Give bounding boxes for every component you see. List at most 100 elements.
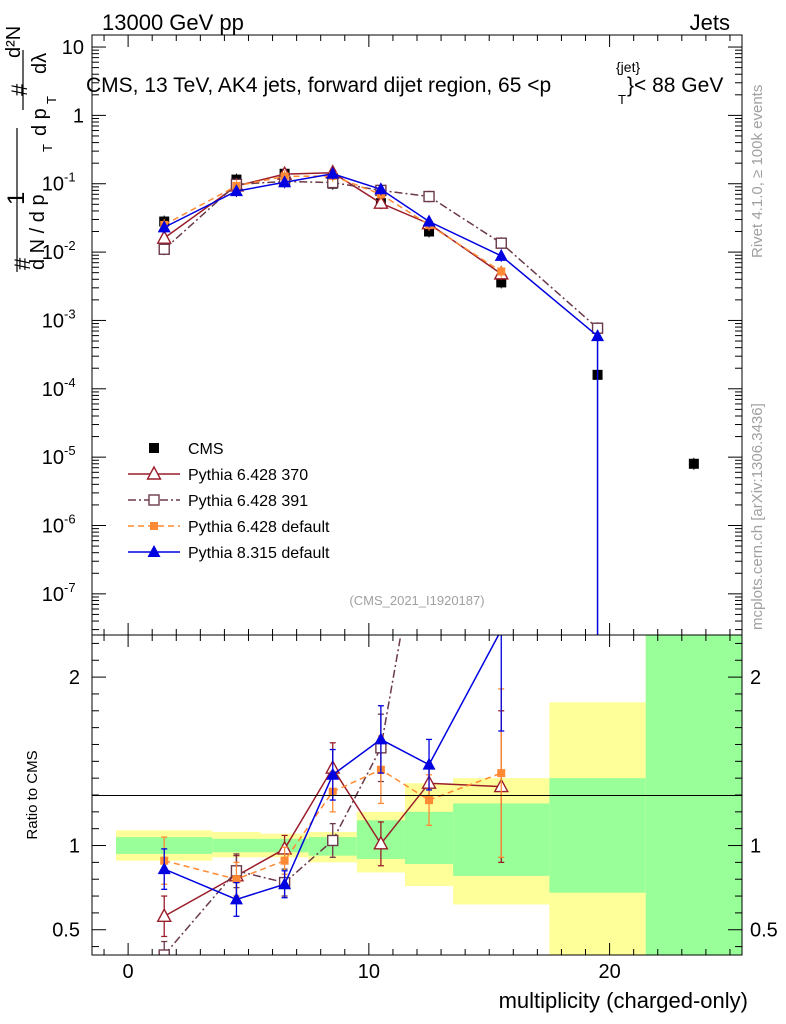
y-tick-exponent: -1 xyxy=(64,170,76,185)
series-4-point xyxy=(494,248,508,261)
ratio-series-3-point xyxy=(278,877,292,890)
y-tick-exponent: -7 xyxy=(64,580,76,595)
ratio-y-tick-label-right: 0.5 xyxy=(750,920,778,942)
jets-label: Jets xyxy=(690,10,730,35)
ratio-y-tick-label-right: 2 xyxy=(750,667,761,689)
x-tick-label: 10 xyxy=(358,961,380,983)
ratio-series-0-point xyxy=(373,835,389,850)
y-tick-label: 10 xyxy=(42,447,64,469)
legend: CMS Pythia 6.428 370 Pythia 6.428 391 Pythi… xyxy=(128,441,330,562)
legend-label-0: CMS xyxy=(188,441,224,458)
ratio-series-3-point xyxy=(422,757,436,770)
ylabel-dN: d N / d p xyxy=(27,194,49,270)
y-tick-label: 1 xyxy=(73,105,84,127)
ratio-series-3-point xyxy=(495,623,508,635)
legend-label-4: Pythia 8.315 default xyxy=(188,545,330,562)
ratio-series-3-line xyxy=(163,635,500,901)
legend-label-3: Pythia 6.428 default xyxy=(188,519,330,536)
series-1-point xyxy=(156,229,172,244)
series-3-line xyxy=(163,175,502,273)
series-4-point xyxy=(326,166,340,179)
series-4-point xyxy=(422,214,436,227)
x-tick-label: 20 xyxy=(598,961,620,983)
ylabel-denominator: d p xyxy=(29,108,51,136)
mcplots-label: mcplots.cern.ch [arXiv:1306.3436] xyxy=(749,403,766,630)
ratio-y-tick-label: 0.5 xyxy=(52,920,80,942)
ratio-series-1-point xyxy=(158,949,170,955)
y-tick-label: 10 xyxy=(42,584,64,606)
legend-marker-2 xyxy=(148,494,160,506)
y-tick-label: 10 xyxy=(42,174,64,196)
y-tick-label: 10 xyxy=(62,37,84,59)
ratio-series-2-point xyxy=(425,796,434,805)
rivet-label: Rivet 4.1.0, ≥ 100k events xyxy=(749,85,766,258)
ratio-series-3-point xyxy=(157,862,171,875)
main-ylabel: # 1 d N / d p T # d²N d p T dλ xyxy=(3,26,59,272)
ylabel-T-2: T xyxy=(44,96,59,104)
series-2-point xyxy=(423,190,435,203)
series-3-point xyxy=(497,267,506,276)
y-tick-exponent: -3 xyxy=(64,306,76,321)
y-tick-label: 10 xyxy=(42,310,64,332)
plot-title-main: CMS, 13 TeV, AK4 jets, forward dijet reg… xyxy=(86,74,551,97)
y-tick-exponent: -4 xyxy=(64,375,76,390)
band-inner-1 xyxy=(212,838,261,853)
plot-title-superscript: {jet} xyxy=(616,59,640,75)
ylabel-T: T xyxy=(40,144,55,152)
ylabel-hash-2: # xyxy=(7,83,32,96)
y-tick-exponent: -5 xyxy=(64,443,76,458)
series-0-point xyxy=(688,458,699,469)
ratio-series-1-point xyxy=(424,470,434,480)
ratio-y-tick-label-right: 1 xyxy=(750,836,761,858)
plot-title: CMS, 13 TeV, AK4 jets, forward dijet reg… xyxy=(86,74,551,97)
series-4-point xyxy=(278,175,292,188)
series-0-point xyxy=(424,226,435,237)
legend-label-2: Pythia 6.428 391 xyxy=(188,493,308,510)
ratio-series-1-point xyxy=(496,369,506,379)
y-tick-exponent: -6 xyxy=(64,511,76,526)
y-tick-label: 10 xyxy=(42,242,64,264)
ylabel-hash: # xyxy=(10,257,35,270)
ratio-y-tick-label: 2 xyxy=(69,667,80,689)
series-0-point xyxy=(496,277,507,288)
ratio-ylabel: Ratio to CMS xyxy=(24,750,41,839)
y-tick-label: 10 xyxy=(42,515,64,537)
y-tick-label: 10 xyxy=(42,379,64,401)
series-4-line xyxy=(163,172,599,337)
series-2-point xyxy=(158,243,170,255)
ratio-series-3-point xyxy=(326,767,340,780)
series-4-point xyxy=(374,182,388,195)
ylabel-dlambda: dλ xyxy=(29,53,51,74)
series-4-point xyxy=(591,329,605,342)
xlabel: multiplicity (charged-only) xyxy=(499,988,748,1013)
main-plot-series xyxy=(156,164,699,635)
series-4-point xyxy=(229,184,243,197)
analysis-id: (CMS_2021_I1920187) xyxy=(349,593,484,608)
ylabel-numerator: d²N xyxy=(3,26,25,58)
ratio-series-1-point xyxy=(327,834,339,847)
series-2-point xyxy=(495,237,507,249)
ratio-plot-series xyxy=(156,369,509,955)
plot-title-subscript: T xyxy=(618,92,626,107)
legend-marker-3 xyxy=(150,522,158,530)
plot-title-end: }< 88 GeV xyxy=(627,74,723,97)
ratio-series-2-point xyxy=(232,875,241,884)
ratio-series-2-point xyxy=(280,856,289,865)
series-4-point xyxy=(157,220,171,233)
band-inner-7 xyxy=(549,778,646,893)
legend-label-1: Pythia 6.428 370 xyxy=(188,467,308,484)
ratio-series-3-point xyxy=(374,732,388,745)
ratio-series-2-point xyxy=(497,769,506,778)
y-tick-exponent: -2 xyxy=(64,238,76,253)
ratio-series-3-point xyxy=(229,892,243,905)
energy-label: 13000 GeV pp xyxy=(102,10,244,35)
legend-marker-4 xyxy=(147,545,161,557)
x-tick-label: 0 xyxy=(123,961,134,983)
ratio-y-tick-label: 1 xyxy=(69,836,80,858)
series-1-point xyxy=(373,194,389,209)
ratio-series-0-point xyxy=(156,907,172,922)
legend-marker-0 xyxy=(149,443,159,453)
legend-marker-1 xyxy=(146,465,162,480)
